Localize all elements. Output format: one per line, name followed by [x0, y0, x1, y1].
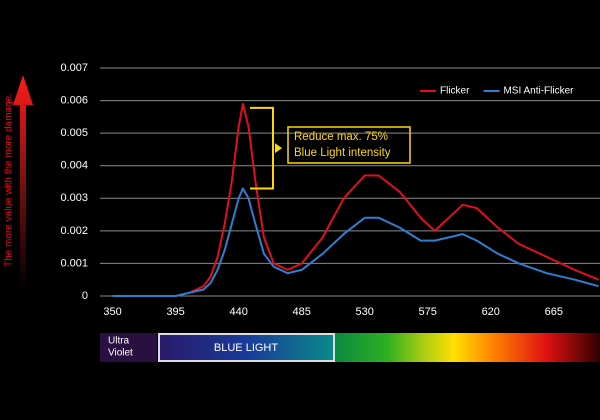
y-tick-label: 0 [82, 290, 88, 302]
annotation-text: Reduce max. 75% [294, 131, 388, 143]
x-tick-label: 485 [293, 306, 311, 318]
y-tick-label: 0.007 [60, 62, 88, 74]
x-tick-label: 530 [356, 306, 374, 318]
y-tick-label: 0.004 [60, 160, 88, 172]
uv-label: Ultra [108, 336, 130, 347]
series-line [112, 187, 599, 297]
y-tick-label: 0.006 [60, 94, 88, 106]
series-line [112, 102, 599, 297]
x-tick-label: 620 [482, 306, 500, 318]
legend-label: MSI Anti-Flicker [503, 86, 574, 97]
legend-label: Flicker [440, 86, 470, 97]
uv-band [100, 333, 157, 362]
y-axis-label: The more value with the more damage. [4, 93, 15, 267]
x-tick-label: 665 [545, 306, 563, 318]
uv-label: Violet [108, 348, 133, 359]
visible-spectrum [335, 333, 600, 362]
y-tick-label: 0.001 [60, 257, 88, 269]
annotation-pointer [275, 143, 282, 154]
y-tick-label: 0.005 [60, 127, 88, 139]
annotation-text: Blue Light intensity [294, 147, 391, 159]
y-tick-label: 0.002 [60, 225, 88, 237]
annotation-box [287, 126, 411, 164]
y-tick-label: 0.003 [60, 192, 88, 204]
x-tick-label: 575 [419, 306, 437, 318]
x-tick-label: 440 [229, 306, 247, 318]
x-tick-label: 350 [103, 306, 121, 318]
x-tick-label: 395 [166, 306, 184, 318]
blue-light-band [158, 333, 335, 362]
annotation-bracket [250, 106, 274, 190]
damage-arrow [13, 75, 33, 290]
blue-light-label: BLUE LIGHT [214, 342, 278, 354]
